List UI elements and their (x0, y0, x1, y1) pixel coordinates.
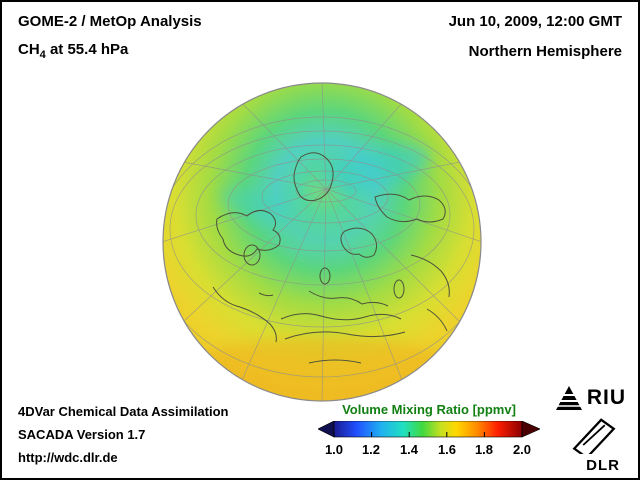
globe-rim (162, 82, 482, 402)
url-label: http://wdc.dlr.de (18, 450, 118, 465)
colorbar-ticks (333, 432, 523, 437)
graticule (163, 83, 481, 401)
colorbar-tick-labels: 1.0 1.2 1.4 1.6 1.8 2.0 (318, 442, 540, 458)
dlr-logo-text: DLR (586, 457, 620, 474)
colorbar: Volume Mixing Ratio [ppmv] (318, 402, 540, 458)
colorbar-arrow-high (521, 421, 540, 438)
riu-logo: RIU (550, 384, 626, 412)
analysis-subtitle: CH4 at 55.4 hPa (18, 42, 202, 61)
analysis-title: GOME-2 / MetOp Analysis (18, 13, 202, 30)
footer-credits: 4DVar Chemical Data Assimilation SACADA … (18, 405, 229, 474)
riu-logo-text: RIU (586, 386, 626, 409)
globe-map (159, 79, 485, 405)
low-value-blob-greenland (271, 199, 391, 259)
colorbar-tick-label: 1.4 (399, 442, 419, 457)
header-right: Jun 10, 2009, 12:00 GMT Northern Hemisph… (449, 14, 622, 59)
colorbar-arrow-low (318, 421, 335, 438)
version-label: SACADA Version 1.7 (18, 427, 146, 442)
coastlines (212, 152, 450, 364)
assimilation-label: 4DVar Chemical Data Assimilation (18, 404, 229, 419)
colorbar-title: Volume Mixing Ratio [ppmv] (342, 402, 516, 417)
colorbar-bar (318, 421, 540, 438)
colorbar-tick-label: 1.8 (474, 442, 494, 457)
datetime-label: Jun 10, 2009, 12:00 GMT (448, 13, 622, 30)
species-subscript: 4 (39, 49, 46, 61)
colorbar-tick-label: 2.0 (512, 442, 532, 457)
globe-svg (162, 82, 482, 402)
colorbar-tick-label: 1.2 (361, 442, 381, 457)
dlr-logo: DLR (564, 418, 624, 474)
colorbar-tick-label: 1.6 (437, 442, 457, 457)
header-left: GOME-2 / MetOp Analysis CH4 at 55.4 hPa (18, 14, 202, 61)
colorbar-gradient (333, 421, 523, 438)
riu-logo-icon (554, 386, 583, 410)
colorbar-tick-label: 1.0 (324, 442, 344, 457)
species-label: CH (18, 41, 40, 58)
pressure-level-label: at 55.4 hPa (45, 41, 129, 58)
region-label: Northern Hemisphere (468, 43, 622, 60)
low-value-blob-siberia (317, 145, 431, 193)
dlr-logo-icon (572, 418, 616, 460)
